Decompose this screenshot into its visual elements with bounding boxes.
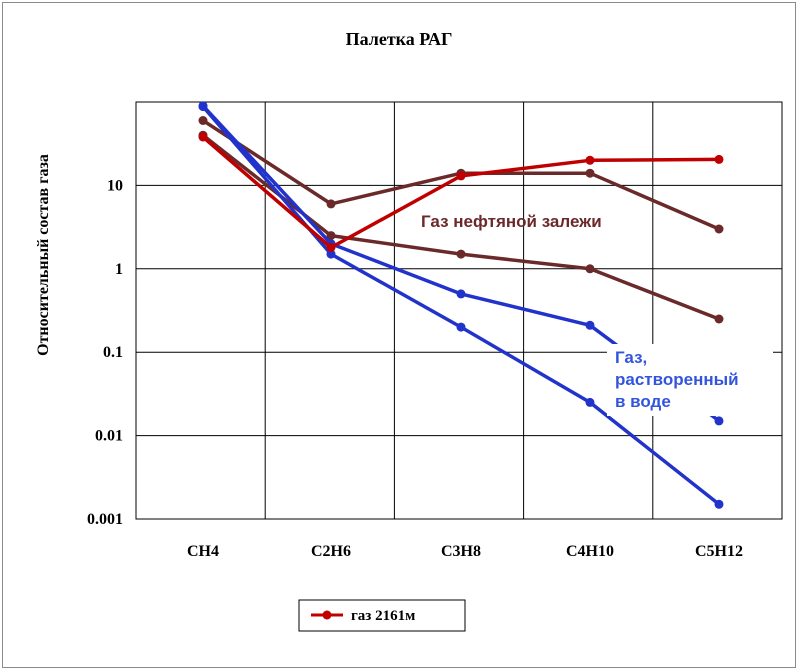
annotation-water-line-1: Газ,: [615, 348, 647, 367]
x-tick-label: CH4: [187, 543, 219, 560]
data-point: [456, 289, 466, 299]
chart-series: [198, 101, 724, 509]
x-tick-label: C2H6: [311, 543, 351, 560]
data-point: [714, 314, 724, 324]
plot-area: [135, 101, 783, 520]
annotation-oil-text: Газ нефтяной залежи: [421, 212, 602, 231]
legend-label: газ 2161м: [351, 608, 415, 624]
annotation-water-box: [607, 344, 773, 416]
legend-swatch-marker: [322, 610, 332, 620]
x-axis-ticks: CH4 C2H6 C3H8 C4H10 C5H12: [187, 543, 743, 560]
series-line: [201, 105, 721, 506]
series-sample: [198, 132, 724, 252]
data-point: [585, 168, 595, 178]
data-point: [585, 264, 595, 274]
y-axis-label: Относительный состав газа: [35, 154, 52, 356]
data-point: [326, 231, 336, 241]
data-point: [585, 155, 595, 165]
annotation-oil: Газ нефтяной залежи: [421, 212, 602, 231]
data-point: [326, 243, 336, 252]
data-point: [585, 397, 595, 407]
x-tick-label: C4H10: [566, 543, 614, 560]
data-point: [198, 116, 208, 125]
y-tick-label: 1: [115, 261, 123, 278]
data-point: [198, 132, 208, 142]
legend: газ 2161м: [298, 599, 466, 632]
chart-title: Палетка РАГ: [346, 29, 453, 49]
y-axis-ticks: 10 1 0.1 0.01 0.001: [87, 177, 123, 528]
y-tick-label: 0.1: [103, 344, 123, 361]
y-tick-label: 0.001: [87, 511, 123, 528]
data-point: [714, 416, 724, 426]
y-tick-label: 10: [107, 177, 123, 194]
data-point: [326, 249, 336, 259]
data-point: [198, 102, 208, 112]
data-point: [714, 154, 724, 164]
y-tick-label: 0.01: [95, 428, 123, 445]
series-water_lower: [198, 102, 724, 509]
x-tick-label: C3H8: [441, 543, 481, 560]
data-point: [326, 199, 336, 209]
annotation-water: Газ, растворенный в воде: [607, 344, 773, 416]
data-point: [714, 224, 724, 234]
data-point: [456, 171, 466, 181]
annotation-water-line-3: в воде: [615, 392, 671, 411]
x-tick-label: C5H12: [695, 543, 743, 560]
data-point: [585, 320, 595, 330]
series-oil_lower: [198, 130, 724, 324]
data-point: [714, 499, 724, 509]
data-point: [456, 249, 466, 259]
annotation-water-line-2: растворенный: [615, 370, 739, 389]
data-point: [456, 322, 466, 332]
